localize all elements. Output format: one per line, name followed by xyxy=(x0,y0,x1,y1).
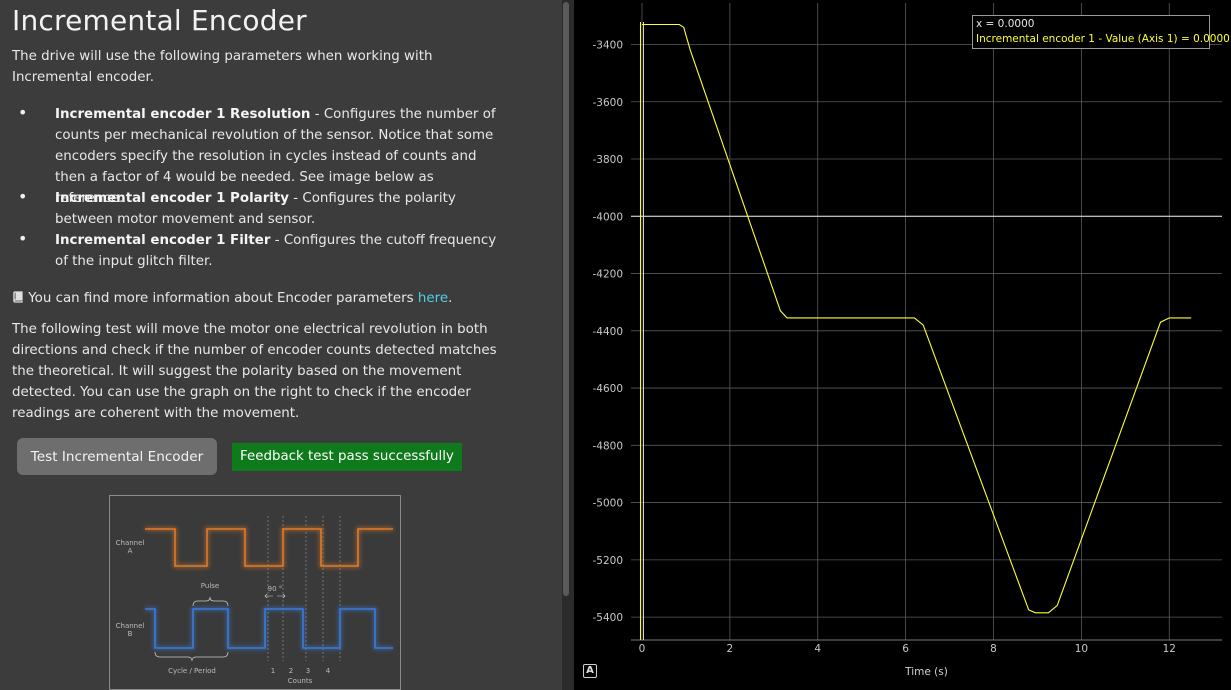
y-tick-label: -4800 xyxy=(592,440,623,452)
book-icon xyxy=(12,289,24,303)
info-line: You can find more information about Enco… xyxy=(12,288,512,309)
bullet-description: - Configures the number of counts per me… xyxy=(55,107,496,206)
encoder-reference-image: Channel A Channel B Pulse 90 ° Cycle / P… xyxy=(109,495,401,690)
y-tick-label: -5000 xyxy=(592,498,623,510)
bullet-filter: Incremental encoder 1 Filter - Configure… xyxy=(55,230,505,272)
y-tick-label: -3400 xyxy=(592,40,623,52)
y-tick-label: -5400 xyxy=(592,612,623,624)
splitter-handle[interactable] xyxy=(570,0,574,690)
documentation-panel: Incremental Encoder The drive will use t… xyxy=(0,0,562,690)
cycle-label: Cycle / Period xyxy=(168,667,216,675)
series-line-encoder-1 xyxy=(642,23,1192,614)
intro-text: The drive will use the following paramet… xyxy=(12,49,433,85)
x-tick-label: 4 xyxy=(814,643,821,655)
bullet-term: Incremental encoder 1 Resolution xyxy=(55,107,311,122)
info-prefix: You can find more information about Enco… xyxy=(24,291,418,306)
status-badge: Feedback test pass successfully xyxy=(232,443,462,471)
x-tick-label: 6 xyxy=(902,643,909,655)
bullet-icon: • xyxy=(18,187,28,206)
x-tick-label: 12 xyxy=(1163,643,1176,655)
y-tick-label: -3800 xyxy=(592,154,623,166)
channel-b-waveform xyxy=(145,608,393,649)
count-tick: 2 xyxy=(288,667,294,675)
y-tick-label: -4600 xyxy=(592,383,623,395)
bullet-term: Incremental encoder 1 Polarity xyxy=(55,191,290,206)
count-tick: 1 xyxy=(270,667,276,675)
plot-canvas[interactable]: -3400 -3600 -3800 -4000 -4200 -4400 -4600 -4800… xyxy=(574,0,1231,690)
x-tick-label: 10 xyxy=(1075,643,1088,655)
bullet-polarity: Incremental encoder 1 Polarity - Configu… xyxy=(55,188,505,230)
encoder-docs-link[interactable]: here xyxy=(417,291,449,306)
channel-b-label: Channel B xyxy=(115,622,145,638)
autoscale-icon[interactable]: A xyxy=(583,664,597,678)
y-tick-label: -4400 xyxy=(592,326,623,338)
pulse-label: Pulse xyxy=(200,582,220,590)
encoder-waveform-diagram xyxy=(145,516,393,662)
bullet-resolution: Incremental encoder 1 Resolution - Confi… xyxy=(55,104,505,209)
grid-lines xyxy=(631,3,1222,641)
page-title: Incremental Encoder xyxy=(12,4,307,37)
test-incremental-encoder-button[interactable]: Test Incremental Encoder xyxy=(17,438,217,475)
y-tick-label: -4000 xyxy=(592,211,623,223)
x-tick-label: 2 xyxy=(727,643,734,655)
cursor-x-readout: x = 0.0000 xyxy=(976,18,1035,30)
y-tick-label: -5200 xyxy=(592,555,623,567)
cursor-series-readout: Incremental encoder 1 - Value (Axis 1) =… xyxy=(976,33,1230,45)
channel-a-label: Channel A xyxy=(115,539,145,555)
scrollbar-thumb[interactable] xyxy=(563,2,569,596)
counts-label: Counts xyxy=(287,677,313,685)
series-lines xyxy=(639,22,1192,640)
bullet-term: Incremental encoder 1 Filter xyxy=(55,233,271,248)
count-tick: 4 xyxy=(325,667,331,675)
encoder-plot[interactable]: -3400 -3600 -3800 -4000 -4200 -4400 -4600 -4800… xyxy=(574,0,1231,690)
bullet-icon: • xyxy=(18,103,28,122)
bullet-icon: • xyxy=(18,229,28,248)
test-description: The following test will move the motor o… xyxy=(12,322,497,421)
cursor-legend: x = 0.0000 Incremental encoder 1 - Value… xyxy=(972,15,1230,49)
bullet-description: - Configures the polarity between motor … xyxy=(55,191,456,227)
y-axis-ticks: -3400 -3600 -3800 -4000 -4200 -4400 -4600 -4800… xyxy=(592,40,623,625)
x-tick-label: 8 xyxy=(990,643,997,655)
channel-a-waveform xyxy=(145,528,393,567)
x-axis-ticks: 0 2 4 6 8 10 12 xyxy=(639,643,1176,655)
x-axis-label: Time (s) xyxy=(904,666,948,678)
y-tick-label: -4200 xyxy=(592,269,623,281)
y-tick-label: -3600 xyxy=(592,97,623,109)
info-suffix: . xyxy=(448,291,453,306)
count-tick: 3 xyxy=(305,667,311,675)
phase-label: 90 ° xyxy=(267,585,283,593)
x-tick-label: 0 xyxy=(639,643,646,655)
bullet-description: - Configures the cutoff frequency of the… xyxy=(55,233,497,269)
